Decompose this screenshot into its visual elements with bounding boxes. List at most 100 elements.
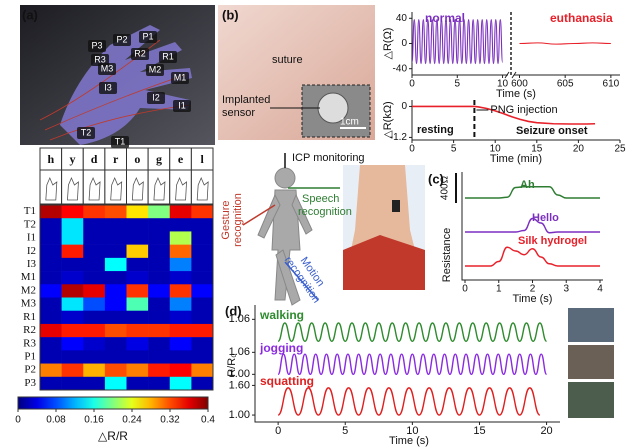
y-tick-label: 1.06 — [229, 346, 250, 358]
heat-cell — [104, 205, 127, 219]
trace-label: Hello — [532, 212, 559, 224]
colorbar-tick-label: 0.32 — [160, 415, 180, 426]
photo-walking — [568, 308, 614, 342]
series-label: walking — [259, 308, 304, 322]
colorbar — [17, 396, 209, 410]
sign-cell — [126, 169, 149, 205]
letter: e — [178, 152, 184, 166]
x-tick-label: 1 — [496, 284, 502, 295]
sign-cell — [190, 169, 214, 205]
x-tick-label: 3 — [563, 284, 569, 295]
y-tick-label: 1.00 — [229, 409, 250, 421]
gesture-arrow — [242, 204, 276, 226]
heat-cell — [126, 284, 149, 298]
y-tick-label: 1.06 — [229, 313, 250, 325]
series-label: jogging — [259, 341, 303, 355]
sensor-pad — [131, 48, 149, 60]
heat-cell — [191, 244, 214, 259]
heat-cell — [40, 205, 62, 219]
heat-cell — [83, 257, 106, 272]
sensor-pad — [77, 127, 95, 139]
row-label: M2 — [21, 284, 36, 296]
letter: o — [134, 152, 140, 166]
finger-label: R1 — [162, 51, 174, 61]
x-tick-label: 15 — [531, 144, 543, 155]
heat-cell — [61, 231, 84, 245]
colorbar-tick-label: 0.24 — [122, 415, 142, 426]
axis — [461, 172, 603, 281]
x-tick-label: 605 — [557, 79, 574, 90]
y-tick-label: 40 — [396, 13, 408, 24]
heat-cell — [40, 350, 62, 364]
sensor-pad — [111, 136, 129, 148]
heat-cell — [169, 244, 192, 259]
heat-cell — [104, 376, 127, 391]
heat-cell — [148, 218, 171, 232]
x-tick-label: 2 — [530, 284, 536, 295]
heat-cell — [126, 376, 149, 391]
heat-cell — [104, 350, 127, 364]
row-label: I1 — [27, 232, 36, 244]
heat-cell — [191, 231, 214, 245]
heat-cell — [104, 271, 127, 285]
heat-cell — [83, 350, 106, 364]
heat-cell — [126, 205, 149, 219]
heat-cell — [40, 297, 62, 312]
sign-cell — [39, 169, 63, 205]
colorbar-tick-label: 0.08 — [46, 415, 66, 426]
heat-cell — [191, 323, 214, 338]
scale-bar-label: 400Ω — [440, 175, 451, 200]
colorbar-label: △R/R — [98, 429, 128, 443]
line — [277, 353, 548, 376]
y-tick-label: -1.2 — [390, 132, 408, 143]
finger-label: I3 — [104, 82, 112, 92]
heat-cell — [83, 244, 106, 259]
heat-cell — [169, 363, 192, 378]
finger-label: R2 — [134, 48, 146, 58]
heat-cell — [169, 297, 192, 312]
heat-cell — [148, 231, 171, 245]
finger-label: M1 — [174, 72, 187, 82]
sensor-label: sensor — [222, 107, 255, 119]
row-label: I2 — [27, 245, 36, 257]
x-tick-label: 0 — [409, 144, 415, 155]
heat-cell — [104, 231, 127, 245]
x-tick-label: 5 — [455, 79, 461, 90]
x-axis-label: Time (min) — [490, 153, 542, 165]
y-tick-label: 0 — [401, 38, 407, 49]
row-label: P1 — [24, 350, 36, 362]
heat-cell — [148, 376, 171, 391]
sensor-label: Implanted — [222, 94, 270, 106]
x-tick-label: 5 — [342, 425, 348, 437]
panel-label: (b) — [222, 7, 239, 22]
sensor-pad — [113, 34, 131, 46]
heat-cell — [83, 218, 106, 232]
gesture-label: recognition — [232, 193, 244, 247]
heat-cell — [104, 244, 127, 259]
finger-label: M3 — [101, 63, 114, 73]
icp-label: ICP monitoring — [292, 152, 365, 164]
sign-icon — [88, 176, 101, 201]
x-tick-label: 20 — [540, 425, 552, 437]
x-tick-label: 20 — [573, 144, 585, 155]
heat-cell — [148, 337, 171, 351]
y-tick-label: 1.00 — [229, 368, 250, 380]
heat-cell — [61, 271, 84, 285]
heat-cell — [83, 297, 106, 312]
heat-cell — [40, 271, 62, 285]
heat-cell — [191, 337, 214, 351]
heat-cell — [169, 350, 192, 364]
heat-cell — [148, 205, 171, 219]
y-axis-label: Resistance — [441, 228, 453, 282]
photo-jogging — [568, 345, 614, 379]
heat-cell — [191, 257, 214, 272]
series-label: euthanasia — [550, 11, 613, 25]
sign-icon — [175, 176, 188, 201]
sensor-pad — [159, 51, 177, 63]
shirt — [343, 235, 425, 290]
sign-icon — [67, 176, 79, 201]
row-label: I3 — [27, 258, 37, 270]
annotation: PNG injection — [490, 104, 557, 116]
heat-cell — [191, 284, 214, 298]
